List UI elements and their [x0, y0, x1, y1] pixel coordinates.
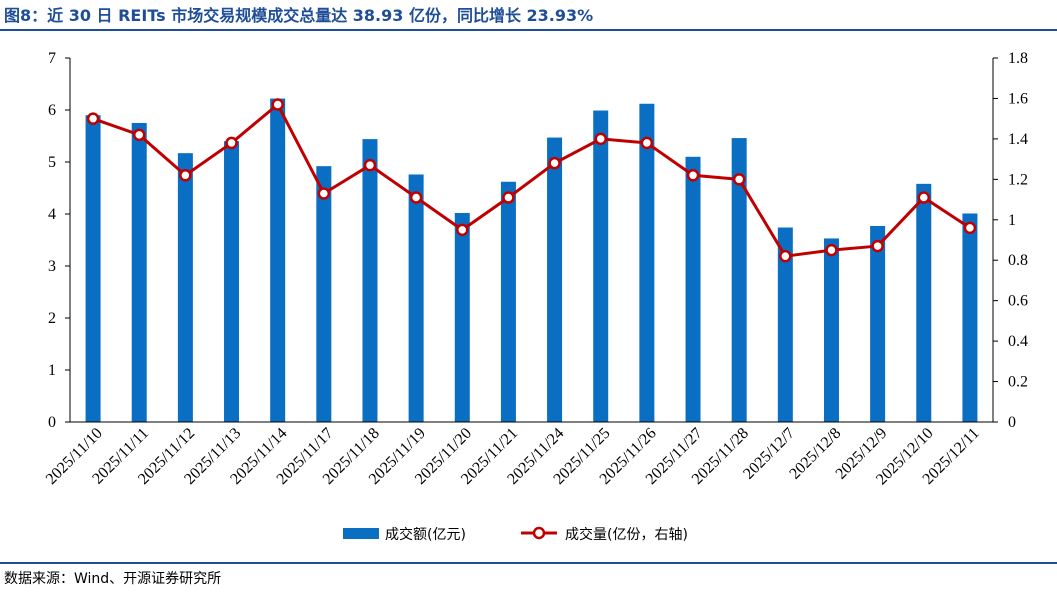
bar-2025/11/27 [685, 156, 701, 423]
bar-2025/12/7 [777, 227, 793, 422]
x-axis-labels: 2025/11/102025/11/112025/11/122025/11/13… [43, 425, 983, 489]
volume-point-2025/11/18 [363, 158, 377, 172]
title-rule [0, 29, 1057, 31]
bar-series [85, 98, 978, 423]
bar-2025/11/20 [454, 212, 470, 422]
volume-point-2025/11/14 [271, 98, 284, 111]
volume-point-2025/11/19 [409, 191, 423, 204]
right-tick-label: 1.6 [1008, 90, 1028, 107]
legend: 成交额(亿元) 成交量(亿份，右轴) [343, 526, 688, 543]
bar-2025/12/10 [916, 183, 932, 422]
source-rule [0, 562, 1057, 564]
right-tick-label: 0 [1008, 414, 1016, 431]
bar-2025/11/21 [500, 181, 516, 422]
volume-point-2025/11/28 [732, 173, 746, 186]
legend-line-marker [532, 526, 546, 540]
left-tick-label: 6 [48, 102, 56, 119]
volume-point-2025/11/27 [686, 169, 700, 182]
volume-point-2025/12/7 [779, 249, 792, 263]
volume-point-2025/12/10 [917, 191, 931, 204]
volume-point-2025/11/13 [225, 136, 238, 150]
bar-2025/11/19 [408, 174, 424, 422]
volume-point-2025/11/10 [86, 112, 100, 125]
legend-bar-label: 成交额(亿元) [385, 526, 466, 543]
right-tick-label: 0.8 [1008, 252, 1028, 269]
volume-point-2025/11/25 [594, 132, 607, 146]
figure-title: 图8：近 30 日 REITs 市场交易规模成交总量达 38.93 亿份，同比增… [4, 6, 594, 25]
volume-point-2025/12/11 [963, 221, 977, 235]
volume-point-2025/11/26 [640, 136, 654, 150]
right-axis-ticks: 0 0.2 0.4 0.6 0.8 1 1.2 1.4 1.6 1.8 [993, 50, 1028, 431]
bar-2025/11/28 [731, 138, 747, 422]
volume-point-2025/11/17 [317, 187, 331, 200]
bar-2025/11/25 [593, 110, 609, 423]
volume-point-2025/11/24 [548, 156, 561, 170]
volume-point-2025/11/11 [132, 128, 146, 142]
line-series [86, 98, 977, 263]
volume-point-2025/11/20 [456, 223, 469, 237]
right-tick-label: 1 [1008, 212, 1016, 229]
left-tick-label: 4 [48, 206, 56, 223]
volume-point-2025/12/9 [871, 239, 884, 253]
left-tick-label: 3 [48, 258, 56, 275]
left-tick-label: 0 [48, 414, 56, 431]
bar-2025/11/13 [224, 141, 240, 422]
volume-line [92, 103, 971, 258]
right-tick-label: 0.6 [1008, 293, 1028, 310]
bar-2025/11/11 [131, 123, 147, 422]
right-tick-label: 1.2 [1008, 171, 1028, 188]
bar-2025/11/14 [270, 98, 286, 422]
bar-2025/12/8 [823, 238, 839, 422]
volume-point-2025/11/21 [502, 191, 515, 204]
left-tick-label: 1 [48, 362, 56, 379]
source-note: 数据来源：Wind、开源证券研究所 [4, 571, 222, 587]
right-tick-label: 1.8 [1008, 50, 1028, 67]
bar-2025/11/12 [177, 153, 193, 422]
bar-2025/12/9 [870, 225, 886, 422]
left-tick-label: 5 [48, 154, 56, 171]
legend-bar-swatch [343, 528, 379, 539]
left-tick-label: 2 [48, 310, 56, 327]
right-tick-label: 0.2 [1008, 374, 1028, 391]
legend-line-label: 成交量(亿份，右轴) [565, 526, 688, 543]
volume-point-2025/12/8 [825, 243, 838, 257]
chart: 0 1 2 3 4 5 6 7 0 0.2 0.4 0.6 0.8 1 1.2 1.4 1.6 1.8 2025… [43, 50, 1028, 543]
bar-2025/12/11 [962, 213, 978, 422]
left-axis-ticks: 0 1 2 3 4 5 6 7 [48, 50, 70, 431]
axes [69, 58, 994, 423]
volume-point-2025/11/12 [179, 169, 192, 182]
right-tick-label: 0.4 [1008, 333, 1028, 350]
bar-2025/11/26 [639, 103, 655, 422]
left-tick-label: 7 [48, 50, 56, 67]
bar-2025/11/18 [362, 139, 378, 422]
right-tick-label: 1.4 [1008, 131, 1028, 148]
bar-2025/11/17 [316, 166, 332, 422]
bar-2025/11/10 [85, 115, 101, 422]
bar-2025/11/24 [547, 137, 563, 422]
